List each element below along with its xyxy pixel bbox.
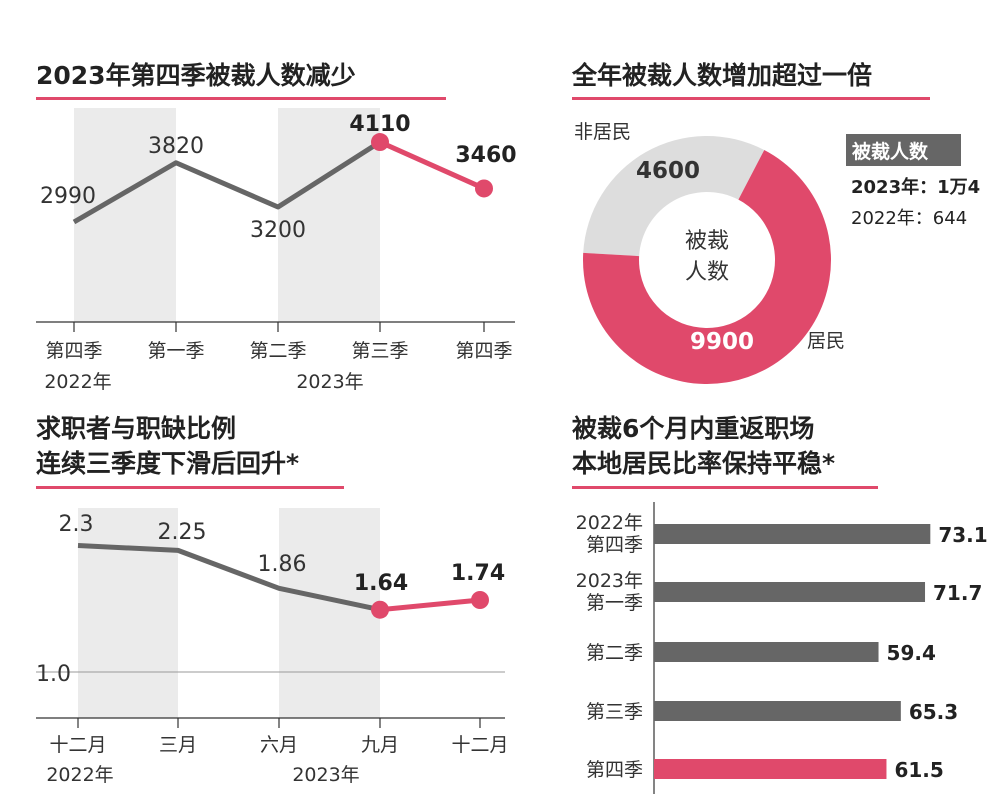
bar-value-label: 59.4 (887, 641, 936, 665)
chart1-shade-b (278, 108, 380, 322)
c3-point (371, 600, 389, 619)
c1-value-label: 3820 (148, 134, 204, 159)
bar-category-label: 第四季 (586, 759, 643, 781)
donut-label-resident: 居民 (807, 330, 845, 352)
bar (654, 759, 887, 779)
bar-value-label: 61.5 (894, 758, 943, 782)
chart3-points (371, 590, 489, 619)
c3-category-label: 九月 (361, 734, 399, 756)
chart4-title-underline (572, 486, 878, 489)
bar-category-label: 第四季 (586, 534, 643, 556)
chart3-reference-label: 1.0 (36, 662, 71, 687)
chart4-title-line2: 本地居民比率保持平稳* (572, 449, 835, 478)
chart3-title-line2: 连续三季度下滑后回升* (36, 449, 299, 478)
c1-series-gray (72, 139, 382, 225)
c3-category-label: 十二月 (49, 734, 106, 756)
bar-category-label: 第一季 (586, 592, 643, 614)
c1-point (371, 133, 389, 152)
chart1-category-labels: 第四季 第一季 第二季 第三季 第四季 (45, 340, 512, 362)
chart1-value-labels: 2990 3820 3200 4110 3460 (40, 112, 517, 243)
c3-series-gray (77, 543, 381, 613)
bar (654, 642, 879, 662)
chart4-title-line1: 被裁6个月内重返职场 (572, 414, 814, 443)
bar-category-label: 2023年 (576, 570, 643, 592)
legend-header: 被裁人数 (852, 140, 929, 163)
c3-value-label: 1.86 (258, 552, 307, 577)
chart2-title-underline (572, 97, 930, 100)
c1-category-label: 第四季 (455, 340, 512, 362)
chart1-series-lines (72, 139, 486, 225)
legend-line-2022: 2022年：644 (851, 208, 967, 229)
c1-value-label: 2990 (40, 184, 96, 209)
chart2-title: 全年被裁人数增加超过一倍 (571, 61, 872, 90)
donut-center-line2: 人数 (685, 260, 729, 285)
c1-category-label: 第三季 (351, 340, 408, 362)
donut-value-resident: 9900 (690, 329, 754, 355)
c1-category-label: 第四季 (45, 340, 102, 362)
c3-point (471, 590, 489, 609)
chart1-year-2022: 2022年 (44, 371, 111, 393)
chart3-year-2023: 2023年 (292, 764, 359, 786)
chart1-title-underline (36, 97, 446, 100)
chart-job-ratio: 求职者与职缺比例 连续三季度下滑后回升* 1.0 2.3 2.25 1.86 1.64… (36, 414, 509, 786)
c3-category-label: 六月 (260, 734, 298, 756)
donut-slice-resident (583, 150, 832, 384)
bar-value-label: 71.7 (933, 581, 982, 605)
bar (654, 582, 926, 602)
c1-series-highlight (378, 139, 486, 191)
c1-point (475, 179, 493, 198)
chart3-shade-b (279, 508, 380, 718)
chart1-x-ticks (73, 322, 485, 332)
donut-slice-nonresident (583, 136, 765, 257)
c1-category-label: 第一季 (147, 340, 204, 362)
bar (654, 701, 901, 721)
c3-value-label: 2.3 (59, 512, 94, 537)
chart-layoffs-residency: 全年被裁人数增加超过一倍 被裁 人数 非居民 4600 9900 居民 被裁人数… (571, 61, 980, 384)
chart3-series-lines (77, 543, 481, 613)
chart3-title-line1: 求职者与职缺比例 (36, 414, 236, 443)
legend-line-2023: 2023年：1万4 (851, 176, 980, 198)
c3-value-label: 1.64 (354, 571, 408, 596)
c3-category-label: 三月 (159, 734, 197, 756)
c1-category-label: 第二季 (249, 340, 306, 362)
bar-category-label: 第二季 (586, 642, 643, 664)
c1-value-label: 3460 (455, 143, 516, 168)
chart4-bars: 73.12022年第四季71.72023年第一季59.4第二季65.3第三季61… (576, 512, 988, 782)
donut-center-line1: 被裁 (685, 229, 729, 254)
chart1-points (371, 133, 493, 198)
chart3-shade-a (78, 508, 178, 718)
chart3-title-underline (36, 486, 344, 489)
chart3-year-2022: 2022年 (46, 764, 113, 786)
c3-value-label: 1.74 (451, 561, 505, 586)
chart-layoffs-quarterly: 2023年第四季被裁人数减少 29903820320041103460 第四季第… (36, 61, 517, 393)
donut-value-nonresident: 4600 (636, 158, 700, 184)
chart1-title: 2023年第四季被裁人数减少 (36, 61, 356, 90)
legend-header-box (846, 134, 961, 166)
bar (654, 524, 931, 544)
chart1-year-2023: 2023年 (296, 371, 363, 393)
c1-value-label: 4110 (349, 112, 410, 137)
donut-label-nonresident: 非居民 (574, 121, 631, 143)
bar-category-label: 2022年 (576, 512, 643, 534)
chart2-slices (583, 136, 832, 384)
chart3-x-ticks (77, 718, 481, 728)
c3-series-highlight (379, 597, 481, 613)
chart3-category-labels: 十二月 三月 六月 九月 十二月 (49, 734, 508, 756)
c1-value-label: 3200 (250, 218, 306, 243)
c3-category-label: 十二月 (451, 734, 508, 756)
chart3-value-labels: 2.3 2.25 1.86 1.64 1.74 (59, 512, 506, 596)
bar-category-label: 第三季 (586, 701, 643, 723)
chart-reemployment-rate: 被裁6个月内重返职场 本地居民比率保持平稳* 73.12022年第四季71.72… (572, 414, 988, 794)
c3-value-label: 2.25 (158, 520, 207, 545)
bar-value-label: 73.1 (938, 523, 987, 547)
bar-value-label: 65.3 (909, 700, 958, 724)
